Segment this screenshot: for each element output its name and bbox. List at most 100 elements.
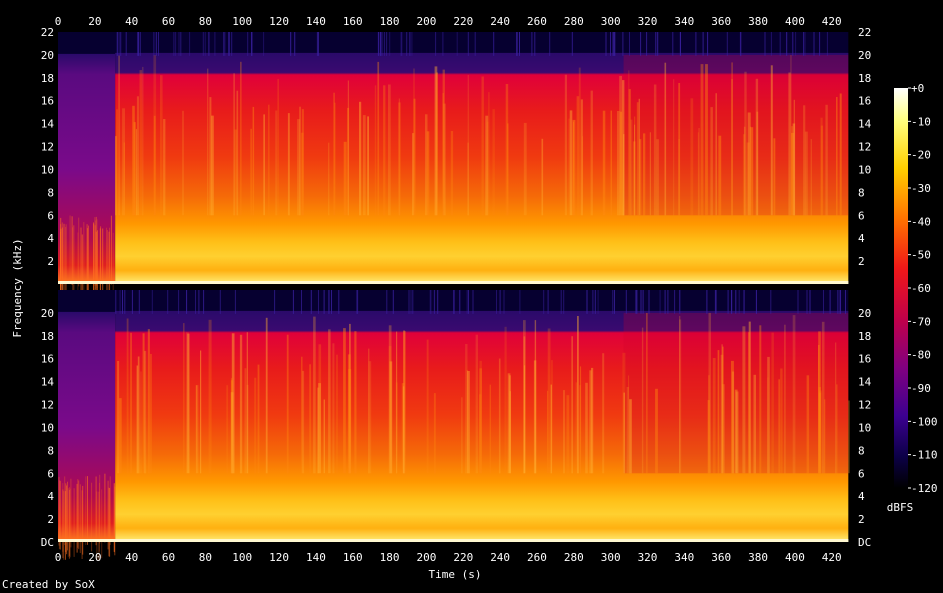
x-tick-label-bottom: 360	[711, 551, 731, 564]
x-tick-label-top: 200	[417, 15, 437, 28]
y-tick-label-lower-right: 16	[858, 353, 871, 366]
y-tick-label-lower-left: 12	[41, 399, 54, 412]
y-tick-label-upper-left: 18	[41, 72, 54, 85]
y-tick-label-upper-left: 6	[47, 209, 54, 222]
y-tick-label-lower-right: 14	[858, 376, 872, 389]
x-tick-label-bottom: 160	[343, 551, 363, 564]
y-tick-label-lower-right: 2	[858, 513, 865, 526]
x-tick-label-top: 60	[162, 15, 175, 28]
colorbar-tick-label: -70	[911, 315, 931, 328]
y-tick-label-lower-right: 4	[858, 490, 865, 503]
x-tick-label-top: 40	[125, 15, 138, 28]
y-tick-label-lower-right: 10	[858, 421, 871, 434]
colorbar	[894, 88, 908, 488]
y-tick-label-lower-left: 10	[41, 421, 54, 434]
y-tick-label-upper-left: 20	[41, 49, 54, 62]
y-tick-label-lower-left: 6	[47, 467, 54, 480]
x-tick-label-bottom: 220	[453, 551, 473, 564]
y-tick-label-lower-right: 12	[858, 399, 871, 412]
y-tick-label-upper-left: 4	[47, 232, 54, 245]
y-tick-label-upper-right: 22	[858, 26, 871, 39]
x-tick-label-top: 280	[564, 15, 584, 28]
x-tick-label-top: 20	[88, 15, 101, 28]
x-tick-label-top: 0	[55, 15, 62, 28]
colorbar-tick-label: -90	[911, 382, 931, 395]
x-tick-label-top: 320	[638, 15, 658, 28]
x-tick-label-bottom: 140	[306, 551, 326, 564]
spectrogram-panel-upper	[58, 32, 852, 304]
y-axis-label: Frequency (kHz)	[11, 238, 24, 337]
x-tick-label-top: 120	[269, 15, 289, 28]
x-axis-label: Time (s)	[429, 568, 482, 581]
created-by-credit: Created by SoX	[2, 578, 95, 591]
x-tick-label-bottom: 180	[380, 551, 400, 564]
y-tick-label-upper-right: 8	[858, 186, 865, 199]
y-tick-label-upper-left: 14	[41, 118, 55, 131]
y-tick-label-upper-left: 22	[41, 26, 54, 39]
spectrogram-panel-lower	[58, 290, 852, 561]
x-tick-label-top: 360	[711, 15, 731, 28]
x-tick-label-bottom: 200	[417, 551, 437, 564]
colorbar-tick-label: -20	[911, 149, 931, 162]
x-axis-ticks-top: 0 20 40 60 80 100 120 140 160 180 200 220 240 260 280 3…	[55, 15, 842, 28]
colorbar-tick-label: -10	[911, 115, 931, 128]
y-tick-label-lower-right: DC	[858, 536, 871, 549]
y-tick-label-lower-left: DC	[41, 536, 54, 549]
x-tick-label-bottom: 20	[88, 551, 101, 564]
y-tick-label-upper-right: 18	[858, 72, 871, 85]
y-tick-label-upper-right: 6	[858, 209, 865, 222]
colorbar-tick-label: -110	[911, 449, 938, 462]
y-tick-label-upper-right: 2	[858, 255, 865, 268]
x-tick-label-bottom: 380	[748, 551, 768, 564]
x-tick-label-top: 380	[748, 15, 768, 28]
y-tick-label-upper-left: 10	[41, 163, 54, 176]
y-tick-label-upper-left: 8	[47, 186, 54, 199]
x-tick-label-top: 100	[232, 15, 252, 28]
y-tick-label-upper-right: 14	[858, 118, 872, 131]
x-tick-label-bottom: 340	[674, 551, 694, 564]
colorbar-tick-label: -50	[911, 249, 931, 262]
y-tick-label-upper-right: 20	[858, 49, 871, 62]
colorbar-tick-label: -100	[911, 415, 938, 428]
x-tick-label-bottom: 100	[232, 551, 252, 564]
x-tick-label-top: 220	[453, 15, 473, 28]
x-tick-label-top: 420	[822, 15, 842, 28]
x-tick-label-top: 140	[306, 15, 326, 28]
y-tick-label-lower-left: 18	[41, 330, 54, 343]
x-tick-label-bottom: 300	[601, 551, 621, 564]
x-tick-label-bottom: 400	[785, 551, 805, 564]
y-tick-label-lower-right: 6	[858, 467, 865, 480]
y-tick-label-upper-right: 4	[858, 232, 865, 245]
x-tick-label-bottom: 240	[490, 551, 510, 564]
x-tick-label-bottom: 40	[125, 551, 138, 564]
y-tick-label-lower-right: 8	[858, 444, 865, 457]
x-tick-label-bottom: 60	[162, 551, 175, 564]
colorbar-tick-label: -120	[911, 482, 938, 495]
colorbar-tick-label: +0	[911, 82, 924, 95]
x-tick-label-bottom: 80	[199, 551, 212, 564]
x-tick-label-top: 340	[674, 15, 694, 28]
x-tick-label-top: 160	[343, 15, 363, 28]
y-tick-label-lower-right: 20	[858, 307, 871, 320]
x-tick-label-top: 260	[527, 15, 547, 28]
x-tick-label-top: 240	[490, 15, 510, 28]
x-tick-label-top: 300	[601, 15, 621, 28]
colorbar-ticks: +0 -10 -20 -30 -40 -50 -60 -70 -80 -90 -100 -110 -12…	[908, 82, 938, 495]
colorbar-tick-label: -80	[911, 349, 931, 362]
y-tick-label-lower-left: 8	[47, 444, 54, 457]
y-tick-label-lower-left: 2	[47, 513, 54, 526]
y-tick-label-upper-right: 12	[858, 141, 871, 154]
x-tick-label-bottom: 320	[638, 551, 658, 564]
y-tick-label-lower-left: 4	[47, 490, 54, 503]
x-tick-label-bottom: 0	[55, 551, 62, 564]
x-tick-label-bottom: 280	[564, 551, 584, 564]
colorbar-tick-label: -30	[911, 182, 931, 195]
x-tick-label-bottom: 420	[822, 551, 842, 564]
x-tick-label-bottom: 260	[527, 551, 547, 564]
colorbar-label: dBFS	[887, 501, 914, 514]
y-tick-label-upper-right: 16	[858, 95, 871, 108]
y-tick-label-lower-left: 20	[41, 307, 54, 320]
y-tick-label-lower-left: 16	[41, 353, 54, 366]
